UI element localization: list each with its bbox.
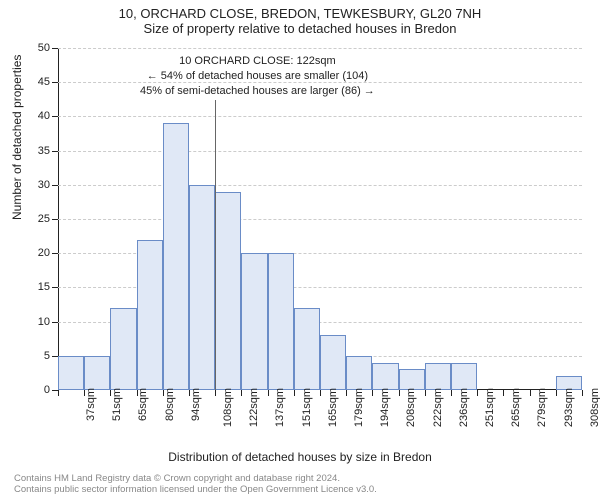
histogram-bar [189,185,215,390]
chart-container: 10, ORCHARD CLOSE, BREDON, TEWKESBURY, G… [0,0,600,500]
x-tick-label: 137sqm [275,388,287,427]
x-tick [320,390,321,396]
y-tick-label: 40 [18,110,50,122]
y-tick-label: 35 [18,145,50,157]
x-tick-label: 222sqm [432,388,444,427]
y-tick-label: 45 [18,76,50,88]
x-tick [268,390,269,396]
x-tick [110,390,111,396]
x-tick-label: 251sqm [484,388,496,427]
x-tick-label: 293sqm [563,388,575,427]
y-tick-label: 25 [18,213,50,225]
x-tick-label: 37sqm [85,388,97,421]
x-tick-label: 108sqm [222,388,234,427]
x-tick-label: 194sqm [379,388,391,427]
gridline [58,48,582,49]
gridline [58,219,582,220]
histogram-bar [241,253,267,390]
y-tick-label: 30 [18,179,50,191]
x-tick-label: 236sqm [458,388,470,427]
histogram-bar [451,363,477,390]
histogram-bar [399,369,425,390]
gridline [58,185,582,186]
x-tick-label: 208sqm [406,388,418,427]
annotation-line: 10 ORCHARD CLOSE: 122sqm [140,54,375,69]
annotation-line: ← 54% of detached houses are smaller (10… [140,69,375,84]
gridline [58,151,582,152]
x-tick [294,390,295,396]
x-tick [451,390,452,396]
x-tick-label: 151sqm [301,388,313,427]
x-tick-label: 308sqm [589,388,600,427]
x-tick-label: 165sqm [327,388,339,427]
x-tick [425,390,426,396]
page-subtitle: Size of property relative to detached ho… [0,21,600,40]
annotation-box: 10 ORCHARD CLOSE: 122sqm← 54% of detache… [140,54,375,99]
x-tick [137,390,138,396]
x-tick [241,390,242,396]
x-tick-label: 80sqm [164,388,176,421]
x-tick [372,390,373,396]
y-tick-label: 0 [18,384,50,396]
histogram-bar [294,308,320,390]
y-tick-label: 50 [18,42,50,54]
x-tick [346,390,347,396]
attribution-line2: Contains public sector information licen… [14,485,377,496]
x-tick [530,390,531,396]
x-tick [84,390,85,396]
y-tick-label: 20 [18,247,50,259]
page-title: 10, ORCHARD CLOSE, BREDON, TEWKESBURY, G… [0,0,600,21]
x-tick [399,390,400,396]
histogram-bar [84,356,110,390]
x-tick [556,390,557,396]
x-tick-label: 179sqm [353,388,365,427]
x-axis-label: Distribution of detached houses by size … [0,450,600,464]
histogram-bar [425,363,451,390]
y-tick-label: 15 [18,281,50,293]
x-tick [215,390,216,396]
x-tick-label: 265sqm [510,388,522,427]
histogram-bar [372,363,398,390]
histogram-bar [163,123,189,390]
x-tick-label: 51sqm [111,388,123,421]
x-tick [503,390,504,396]
gridline [58,116,582,117]
histogram-bar [215,192,241,390]
attribution: Contains HM Land Registry data © Crown c… [14,474,377,496]
x-tick [582,390,583,396]
x-tick [477,390,478,396]
y-tick-label: 10 [18,316,50,328]
histogram-bar [58,356,84,390]
histogram-bar [110,308,136,390]
annotation-line: 45% of semi-detached houses are larger (… [140,84,375,99]
marker-line [215,100,216,390]
x-tick-label: 279sqm [537,388,549,427]
histogram-bar [137,240,163,390]
x-tick-label: 65sqm [137,388,149,421]
histogram-bar [320,335,346,390]
x-tick [58,390,59,396]
histogram-bar [268,253,294,390]
histogram-bar [346,356,372,390]
x-tick-label: 122sqm [248,388,260,427]
x-tick [189,390,190,396]
y-tick-label: 5 [18,350,50,362]
plot-area: 0510152025303540455037sqm51sqm65sqm80sqm… [58,48,582,390]
x-tick [163,390,164,396]
x-tick-label: 94sqm [190,388,202,421]
